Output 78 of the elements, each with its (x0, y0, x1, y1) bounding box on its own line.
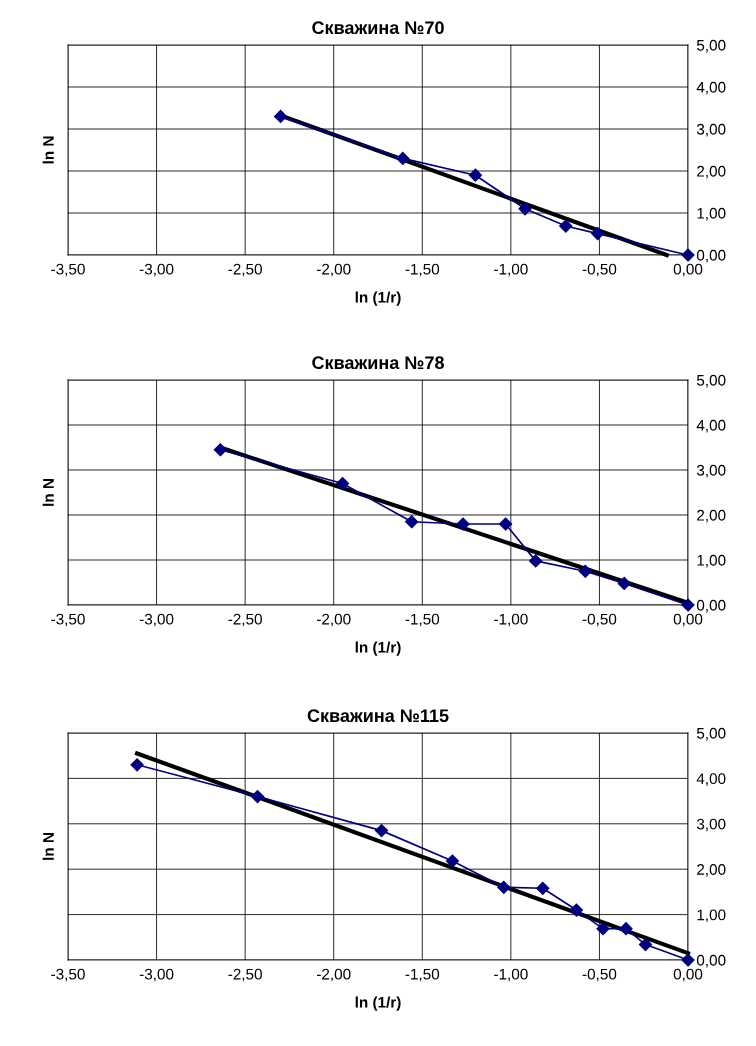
point (536, 881, 550, 895)
x-tick-label: -2,00 (316, 613, 351, 627)
x-tick-label: -1,00 (494, 613, 528, 627)
x-tick-label: -3,50 (51, 263, 85, 277)
point (374, 824, 389, 838)
x-tick-label: -1,50 (405, 613, 440, 627)
point (250, 789, 265, 804)
y-tick-label: 2,00 (697, 165, 726, 179)
point (578, 564, 592, 578)
x-tick-label: -2,50 (228, 263, 262, 277)
y-tick-label: 0,00 (696, 954, 726, 968)
point (529, 554, 543, 568)
y-tick-label: 4,00 (696, 81, 726, 95)
y-tick-label: 2,00 (697, 509, 726, 523)
point (468, 168, 483, 182)
x-tick-label: -1,50 (405, 263, 440, 277)
y-tick-label: 1,00 (697, 554, 726, 568)
x-tick-label: -3,00 (139, 968, 174, 982)
point (638, 937, 653, 952)
point (498, 517, 513, 531)
x-tick-label: -0,50 (582, 968, 617, 982)
y-tick-label: 5,00 (696, 39, 726, 53)
point (569, 903, 583, 917)
point (681, 248, 695, 262)
point (518, 202, 532, 216)
y-axis-title: ln N (42, 479, 54, 506)
point (591, 226, 605, 241)
x-tick-label: -3,00 (139, 613, 174, 627)
x-tick-label: 0,00 (673, 613, 703, 627)
point (213, 443, 227, 457)
y-tick-label: 5,00 (696, 727, 726, 741)
x-tick-label: -1,00 (494, 263, 528, 277)
x-tick-label: -2,00 (316, 263, 351, 277)
point (617, 576, 631, 590)
y-tick-label: 4,00 (696, 419, 726, 433)
point (456, 517, 470, 531)
point (396, 151, 410, 165)
point (596, 922, 610, 936)
point (559, 219, 573, 233)
x-axis-title: ln (1/r) (355, 291, 401, 306)
point (273, 109, 288, 123)
x-axis-title: ln (1/r) (355, 641, 401, 656)
point (681, 598, 695, 612)
x-tick-label: -1,00 (494, 968, 528, 982)
y-tick-label: 0,00 (696, 599, 726, 613)
y-axis-title: ln N (42, 136, 54, 164)
y-tick-label: 1,00 (697, 909, 726, 923)
point (497, 880, 511, 894)
x-tick-label: -1,50 (405, 968, 440, 982)
x-tick-label: -2,00 (316, 968, 351, 982)
x-tick-label: -2,50 (228, 613, 262, 627)
y-tick-label: 0,00 (696, 249, 726, 263)
y-tick-label: 3,00 (696, 818, 726, 832)
point (130, 758, 144, 772)
y-tick-label: 5,00 (696, 374, 726, 388)
x-tick-label: -0,50 (582, 613, 617, 627)
x-tick-label: -2,50 (228, 968, 262, 982)
y-tick-label: 3,00 (696, 123, 726, 137)
point (445, 854, 459, 868)
point (619, 922, 633, 936)
x-tick-label: 0,00 (673, 263, 703, 277)
point (681, 953, 695, 967)
x-tick-label: -3,50 (51, 968, 85, 982)
x-axis-title: ln (1/r) (355, 996, 401, 1011)
y-tick-label: 4,00 (696, 773, 726, 786)
y-tick-label: 3,00 (696, 464, 726, 478)
y-axis-title: ln N (42, 833, 54, 860)
y-tick-label: 1,00 (697, 207, 726, 221)
chart-title: Скважина №78 (312, 356, 444, 370)
x-tick-label: -0,50 (582, 263, 617, 277)
point (405, 515, 419, 529)
x-tick-label: 0,00 (673, 968, 703, 982)
chart-title: Скважина №115 (307, 709, 449, 723)
x-tick-label: -3,00 (139, 263, 174, 277)
y-tick-label: 2,00 (697, 864, 726, 877)
chart-title: Скважина №70 (312, 21, 444, 35)
x-tick-label: -3,50 (51, 613, 85, 627)
point (335, 476, 350, 491)
